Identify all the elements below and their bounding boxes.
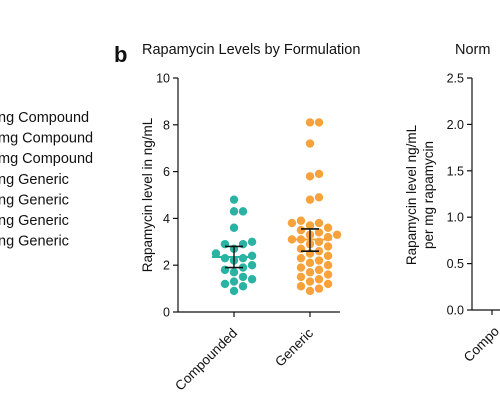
data-point — [305, 268, 315, 277]
legend-entry: mg Compound — [0, 131, 93, 147]
data-point — [314, 118, 324, 127]
y-tick-label-2: 2.0 — [447, 118, 464, 132]
data-point — [296, 282, 306, 291]
data-point — [287, 218, 297, 228]
data-point — [296, 263, 306, 272]
data-point — [305, 221, 315, 230]
y-axis-label: Rapamycin level in ng/mL — [140, 117, 155, 272]
legend-entry: ng Generic — [0, 172, 69, 188]
data-point — [296, 272, 306, 282]
chart-title-2: Norm — [455, 42, 490, 58]
data-point — [296, 216, 306, 225]
data-point — [296, 225, 306, 235]
panel-letter: b — [114, 42, 127, 67]
data-point — [305, 139, 315, 148]
data-point — [305, 258, 315, 268]
data-point — [247, 237, 257, 246]
data-point — [314, 169, 324, 179]
legend-entry: ng Generic — [0, 213, 69, 229]
data-point — [296, 253, 306, 263]
legend-entry: ng Generic — [0, 192, 69, 208]
data-point — [323, 261, 333, 270]
y-tick-label-2: 1.0 — [447, 211, 464, 225]
data-point — [314, 218, 324, 228]
data-point — [247, 261, 257, 270]
data-point — [229, 277, 239, 286]
data-point — [220, 253, 230, 263]
data-point — [238, 272, 248, 282]
y-axis-label-2-line-2: per mg rapamycin — [421, 141, 436, 249]
data-point — [323, 242, 333, 251]
data-point — [238, 253, 248, 263]
data-point — [238, 282, 248, 291]
y-tick-label: 2 — [163, 259, 170, 273]
data-point — [323, 223, 333, 232]
y-tick-label: 6 — [163, 165, 170, 179]
data-point — [305, 195, 315, 204]
data-point — [314, 193, 324, 202]
y-tick-label: 8 — [163, 118, 170, 132]
data-point — [211, 249, 221, 258]
data-point — [314, 228, 324, 237]
data-point — [332, 230, 342, 239]
legend: ng Compound mg Compound mg Compound ng Gene… — [0, 110, 93, 250]
legend-entry: ng Generic — [0, 234, 69, 250]
data-point — [314, 284, 324, 293]
data-point — [229, 223, 239, 232]
y-tick-label: 4 — [163, 212, 170, 226]
y-axis-label-2-line-1: Rapamycin level ng/mL — [404, 124, 419, 265]
chart-title: Rapamycin Levels by Formulation — [142, 42, 360, 58]
data-point — [305, 118, 315, 127]
data-point — [229, 268, 239, 277]
y-tick-label-2: 0.5 — [447, 257, 464, 271]
data-point — [323, 270, 333, 279]
data-point — [238, 207, 248, 216]
data-point — [323, 279, 333, 289]
plot-area: 0 2 4 6 8 10 Compounded Generic — [156, 72, 342, 394]
plot-area-2: 0.0 0.5 1.0 1.5 2.0 2.5 Compo — [447, 72, 500, 365]
y-tick-label-2: 0.0 — [447, 304, 464, 318]
data-point — [314, 256, 324, 265]
data-point — [229, 195, 239, 204]
data-point — [323, 251, 333, 261]
y-tick-label-2: 1.5 — [447, 164, 464, 178]
data-point — [305, 277, 315, 286]
data-point — [229, 207, 239, 216]
data-point — [314, 265, 324, 275]
data-point — [305, 172, 315, 181]
data-point — [305, 286, 315, 296]
y-tick-label: 0 — [163, 306, 170, 320]
y-tick-label-2: 2.5 — [447, 72, 464, 86]
x-tick-label: Generic — [272, 325, 316, 369]
data-point — [247, 251, 257, 261]
data-point — [238, 263, 248, 272]
legend-entry: ng Compound — [0, 110, 89, 126]
y-tick-label: 10 — [156, 72, 170, 86]
data-point — [314, 275, 324, 284]
data-point — [229, 286, 239, 296]
data-point — [220, 279, 230, 289]
x-tick-label-2: Compo — [461, 324, 500, 365]
legend-entry: mg Compound — [0, 151, 93, 167]
data-point — [247, 275, 257, 284]
x-tick-label: Compounded — [172, 326, 240, 394]
data-point — [314, 246, 324, 256]
